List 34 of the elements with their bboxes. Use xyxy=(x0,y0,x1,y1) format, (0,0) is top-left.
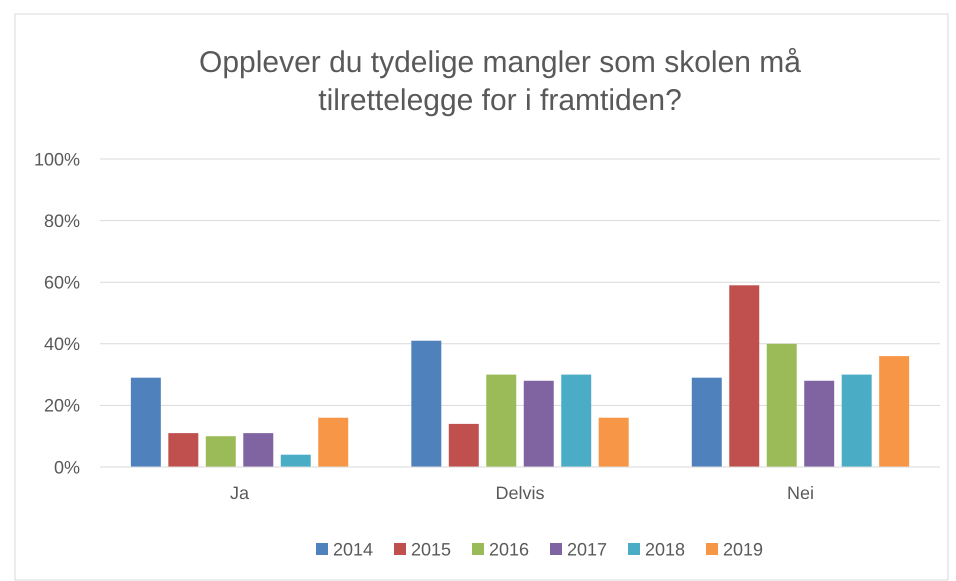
legend-label: 2018 xyxy=(645,539,686,560)
bar xyxy=(243,433,274,467)
bar xyxy=(206,436,236,467)
bar xyxy=(411,340,442,467)
bar xyxy=(524,380,554,467)
y-tick-label: 100% xyxy=(34,149,80,170)
bar xyxy=(561,374,592,467)
x-tick-label: Ja xyxy=(230,483,250,503)
y-tick-label: 20% xyxy=(44,396,80,416)
y-tick-label: 40% xyxy=(44,334,80,354)
x-tick-label: Nei xyxy=(786,483,814,503)
y-tick-label: 0% xyxy=(54,457,80,478)
bar xyxy=(448,424,479,467)
legend-label: 2019 xyxy=(723,539,764,560)
legend-label: 2015 xyxy=(411,539,452,560)
bar xyxy=(879,356,910,467)
bar xyxy=(486,374,516,467)
bar xyxy=(729,285,760,467)
y-tick-label: 60% xyxy=(44,272,80,292)
bar xyxy=(842,374,872,467)
bar xyxy=(168,433,198,467)
legend-label: 2014 xyxy=(333,539,374,560)
bar xyxy=(692,378,722,467)
bar xyxy=(766,344,797,467)
chart-title: Opplever du tydelige mangler som skolen må tilrettelegge for i framtiden? xyxy=(199,46,802,117)
bar xyxy=(318,418,348,467)
legend-label: 2017 xyxy=(567,539,608,560)
bar xyxy=(804,380,834,467)
y-tick-label: 80% xyxy=(44,210,80,231)
legend-label: 2016 xyxy=(489,539,530,560)
bar xyxy=(280,454,311,467)
bar xyxy=(598,418,629,467)
x-tick-label: Delvis xyxy=(495,483,545,503)
bar xyxy=(130,378,161,467)
